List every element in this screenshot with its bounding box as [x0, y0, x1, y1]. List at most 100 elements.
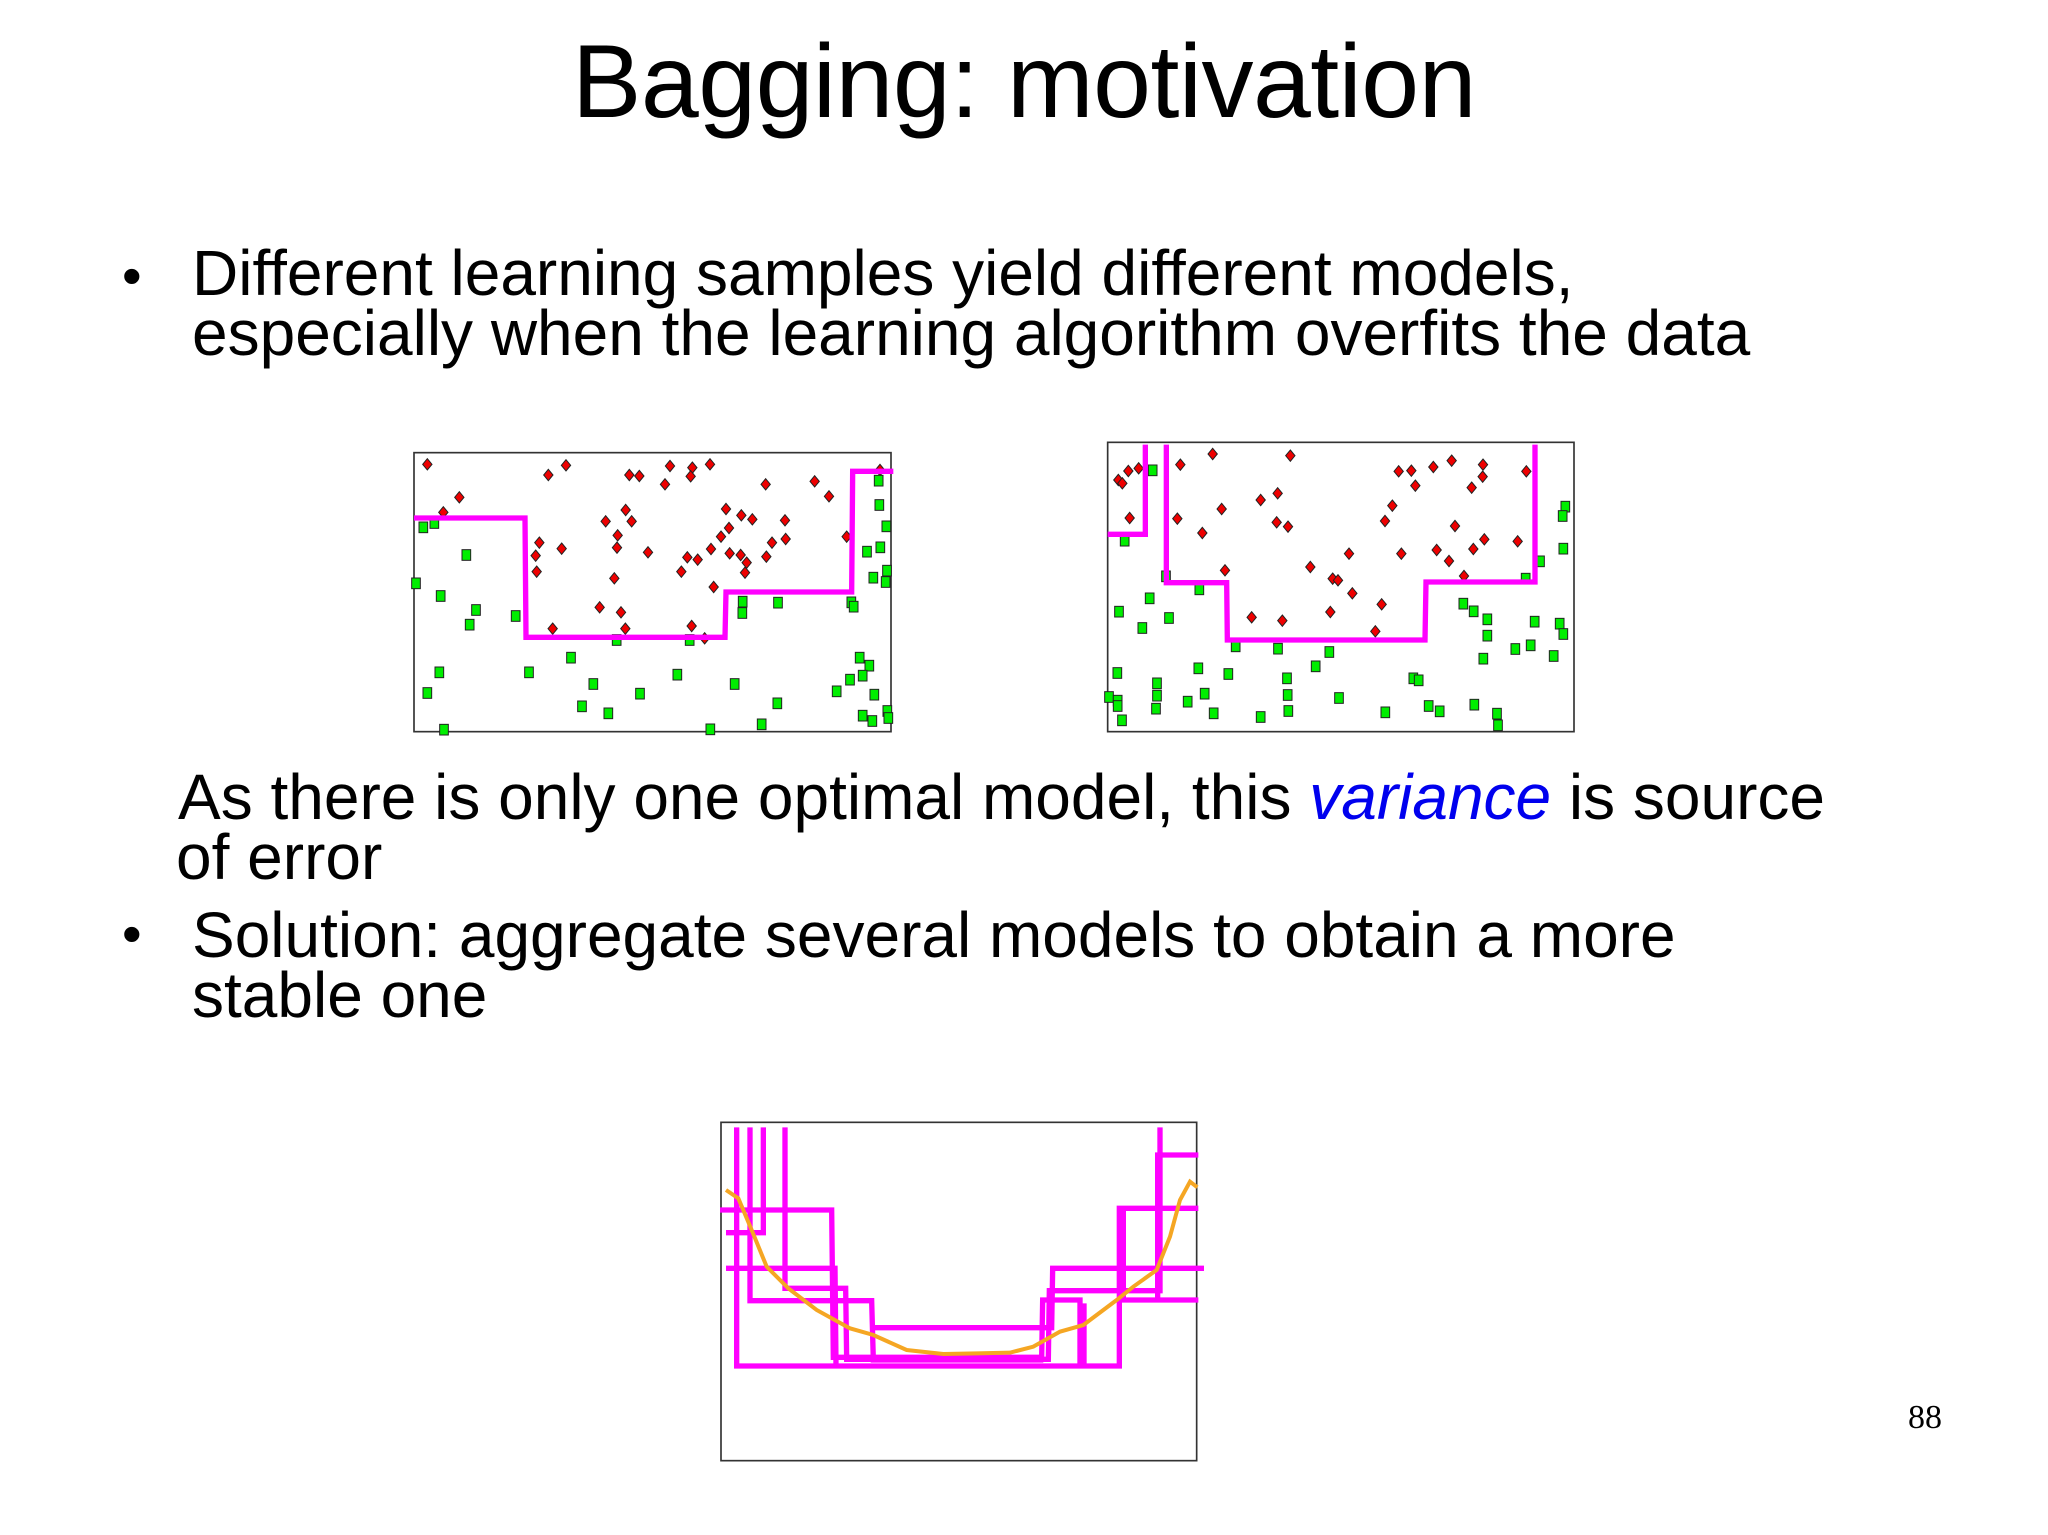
green-square-marker [1193, 662, 1204, 675]
red-diamond-marker [1370, 624, 1381, 638]
green-square-marker [737, 607, 748, 619]
red-diamond-marker [723, 521, 735, 535]
bullet-2-line-2: stable one [192, 959, 488, 1031]
green-square-marker [422, 687, 433, 699]
green-square-marker [672, 668, 683, 681]
green-square-marker [1199, 687, 1210, 700]
red-diamond-marker [1133, 461, 1144, 475]
red-diamond-marker [692, 553, 703, 567]
green-square-marker [1112, 700, 1123, 712]
red-diamond-marker [739, 566, 751, 580]
red-diamond-marker [1172, 512, 1183, 526]
green-square-marker [1482, 629, 1493, 642]
red-diamond-marker [761, 550, 772, 564]
green-square-marker [1423, 700, 1434, 712]
red-diamond-marker [685, 469, 696, 483]
green-square-marker [510, 610, 521, 622]
red-diamond-marker [1477, 458, 1489, 472]
bullet-1-line-1: Different learning samples yield differe… [192, 237, 1574, 309]
tree-boundary-line [1155, 1152, 1199, 1300]
variance-note: As there is only one optimal model, this… [176, 765, 1825, 889]
red-diamond-marker [1512, 534, 1523, 548]
green-square-marker [566, 651, 576, 664]
green-square-marker [737, 595, 748, 608]
red-diamond-marker [1246, 610, 1257, 624]
green-square-marker [881, 520, 892, 533]
scatter-plot-sample-2 [1090, 430, 1610, 750]
scatter-plot-2-canvas [1104, 441, 1575, 733]
red-diamond-marker [736, 508, 747, 522]
red-diamond-marker [659, 477, 671, 491]
red-diamond-marker [1406, 464, 1417, 478]
green-square-marker [1558, 542, 1569, 555]
green-square-marker [1510, 643, 1521, 655]
green-square-marker [1137, 622, 1148, 634]
red-diamond-marker [682, 550, 693, 564]
bullet-2: Solution: aggregate several models to ob… [192, 903, 1676, 1031]
tree-boundary-line [734, 1127, 1199, 1369]
green-square-marker [1557, 510, 1568, 522]
green-square-marker [857, 669, 868, 682]
red-diamond-marker [1347, 586, 1358, 600]
red-diamond-marker [624, 468, 635, 482]
red-diamond-marker [615, 605, 627, 619]
tree-boundary-line [873, 1265, 1204, 1331]
green-square-marker [1104, 691, 1114, 703]
green-square-marker [1458, 597, 1469, 610]
red-diamond-marker [1468, 542, 1479, 556]
variance-note-text-before: As there is only one optimal model, this [178, 761, 1310, 833]
bullet-1: Different learning samples yield differe… [192, 237, 1751, 369]
red-diamond-marker [1396, 547, 1407, 561]
scatter-plot-sample-1 [400, 430, 940, 750]
average-model-curve [724, 1178, 1199, 1357]
green-square-marker [868, 571, 879, 584]
red-diamond-marker [720, 502, 732, 516]
red-diamond-marker [715, 530, 727, 544]
red-diamond-marker [620, 503, 631, 517]
green-square-marker [883, 712, 894, 724]
tree-boundary-line [726, 1265, 839, 1366]
green-square-marker [1147, 464, 1158, 477]
red-diamond-marker [1277, 614, 1288, 628]
green-square-marker [435, 590, 446, 602]
green-square-marker [756, 718, 767, 731]
red-diamond-marker [1124, 511, 1135, 525]
red-diamond-marker [1197, 526, 1208, 540]
red-diamond-marker [1332, 573, 1344, 587]
red-diamond-marker [676, 565, 687, 579]
bullet-1-line-2: especially when the learning algorithm o… [192, 297, 1751, 369]
red-diamond-marker [1477, 470, 1488, 484]
green-square-marker [773, 596, 783, 609]
red-diamond-marker [705, 542, 717, 556]
green-square-marker [1493, 719, 1503, 732]
green-square-marker [1324, 646, 1335, 658]
red-diamond-marker [766, 536, 778, 550]
red-diamond-marker [531, 565, 542, 579]
red-diamond-marker [1428, 460, 1439, 474]
green-square-marker [1380, 706, 1391, 719]
red-diamond-marker [611, 541, 623, 555]
page-number: 88 [1908, 1399, 1942, 1436]
red-diamond-marker [454, 490, 465, 504]
green-square-marker [848, 600, 859, 613]
red-diamond-marker [612, 528, 623, 542]
green-square-marker [1283, 705, 1294, 717]
red-diamond-marker [1282, 520, 1294, 534]
red-diamond-marker [609, 571, 620, 585]
green-square-marker [862, 545, 872, 558]
green-square-marker [880, 576, 891, 588]
green-square-marker [1151, 702, 1161, 715]
variance-note-text-after: is source [1551, 761, 1825, 833]
green-square-marker [1548, 650, 1559, 662]
red-diamond-marker [422, 457, 433, 471]
red-diamond-marker [1123, 464, 1134, 478]
red-diamond-marker [760, 477, 771, 491]
red-diamond-marker [1466, 481, 1477, 495]
green-square-marker [1282, 689, 1293, 701]
green-square-marker [882, 564, 892, 577]
green-square-marker [1117, 714, 1127, 727]
green-square-marker [471, 604, 481, 616]
green-square-marker [1208, 707, 1219, 720]
green-square-marker [705, 723, 716, 736]
decision-boundary-line [414, 468, 894, 640]
